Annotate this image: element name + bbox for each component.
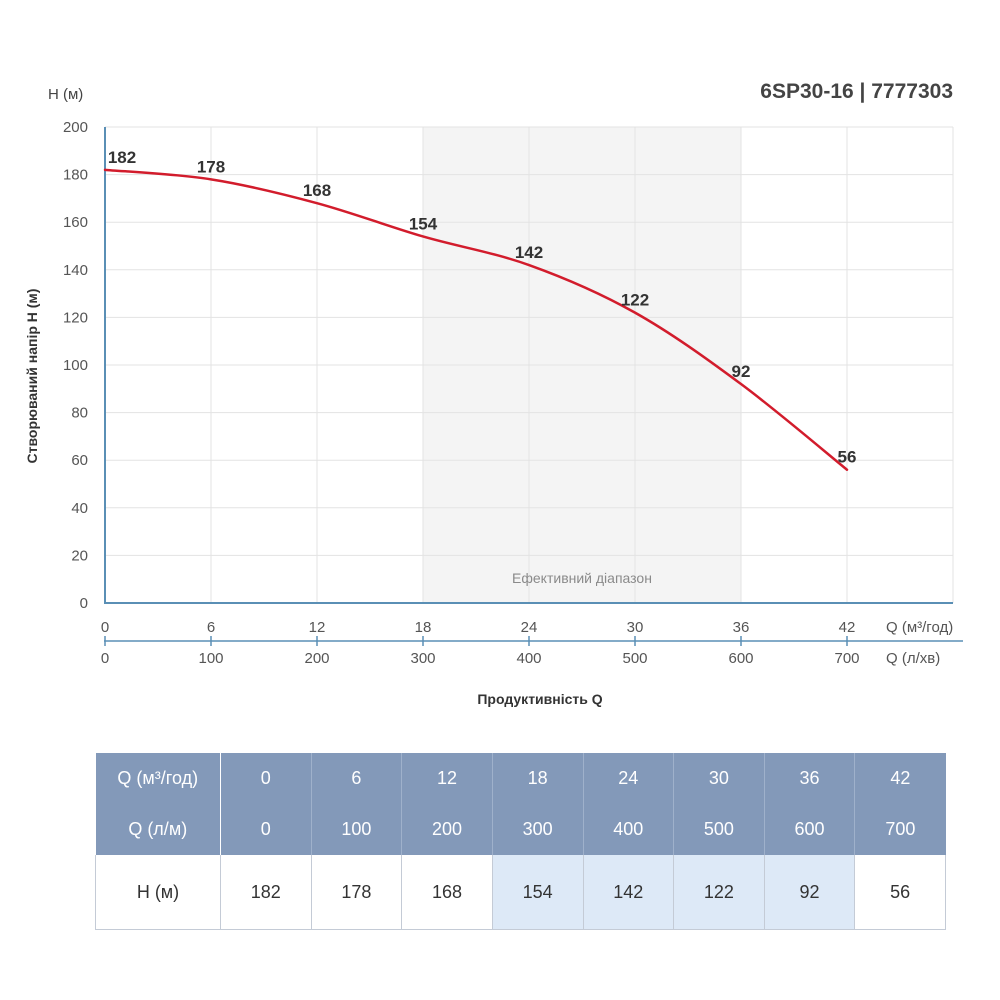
data-label: 92 [732, 362, 751, 381]
x-axis-title: Продуктивність Q [477, 691, 603, 707]
x-tick-label-lmin: 700 [834, 650, 859, 667]
table-cell: 36 [763, 753, 855, 804]
x-tick-label-m3h: 18 [415, 619, 432, 636]
x-unit-label-m3h: Q (м³/год) [886, 619, 953, 636]
table-cell: 300 [491, 804, 583, 855]
table-cell: 400 [582, 804, 674, 855]
data-label: 168 [303, 181, 331, 200]
table-row-q-m3h: Q (м³/год) 0 6 12 18 24 30 36 42 [95, 753, 946, 804]
efficient-range-label: Ефективний діапазон [512, 570, 652, 586]
table-row-label: Q (л/м) [95, 804, 221, 855]
x-tick-label-m3h: 42 [839, 619, 856, 636]
y-tick-label: 100 [63, 357, 88, 374]
x-unit-label-lmin: Q (л/хв) [886, 650, 940, 667]
table-cell: 122 [673, 855, 765, 930]
table-cell: 24 [582, 753, 674, 804]
performance-table: Q (м³/год) 0 6 12 18 24 30 36 42 Q (л/м)… [95, 753, 946, 930]
table-cell: 56 [854, 855, 946, 930]
table-cell: 92 [764, 855, 856, 930]
y-tick-label: 160 [63, 214, 88, 231]
y-tick-label: 140 [63, 262, 88, 279]
table-cell: 700 [854, 804, 946, 855]
x-tick-label-lmin: 200 [304, 650, 329, 667]
table-cell: 18 [491, 753, 583, 804]
data-label: 56 [838, 448, 857, 467]
table-cell: 200 [401, 804, 493, 855]
table-cell: 182 [220, 855, 312, 930]
y-axis-unit-label: H (м) [48, 86, 84, 103]
table-cell: 168 [401, 855, 493, 930]
y-tick-label: 180 [63, 167, 88, 184]
y-tick-label: 20 [71, 547, 88, 564]
x-tick-label-m3h: 30 [627, 619, 644, 636]
x-tick-label-m3h: 6 [207, 619, 215, 636]
x-tick-label-lmin: 100 [198, 650, 223, 667]
pump-curve-line [103, 168, 849, 471]
data-label: 178 [197, 157, 225, 176]
y-tick-label: 200 [63, 119, 88, 136]
x-tick-label-m3h: 0 [101, 619, 109, 636]
y-tick-label: 120 [63, 309, 88, 326]
data-label: 154 [409, 214, 438, 233]
y-tick-label: 80 [71, 405, 88, 422]
table-cell: 30 [673, 753, 765, 804]
table-cell: 42 [854, 753, 946, 804]
y-tick-label: 0 [80, 595, 88, 612]
table-row-label: H (м) [95, 855, 221, 930]
table-cell: 500 [673, 804, 765, 855]
y-tick-label: 40 [71, 500, 88, 517]
chart-title: 6SP30-16 | 7777303 [760, 80, 953, 103]
data-label: 182 [108, 148, 136, 167]
table-cell: 154 [492, 855, 584, 930]
table-cell: 6 [310, 753, 402, 804]
data-label: 142 [515, 243, 543, 262]
table-cell: 0 [220, 753, 312, 804]
table-cell: 142 [583, 855, 675, 930]
x-tick-label-m3h: 12 [309, 619, 326, 636]
table-row-h: H (м) 182 178 168 154 142 122 92 56 [95, 855, 946, 930]
x-tick-label-lmin: 0 [101, 650, 109, 667]
x-tick-label-m3h: 24 [521, 619, 538, 636]
table-cell: 0 [220, 804, 312, 855]
table-row-label: Q (м³/год) [95, 753, 221, 804]
data-label: 122 [621, 291, 649, 310]
table-row-q-lmin: Q (л/м) 0 100 200 300 400 500 600 700 [95, 804, 946, 855]
x-tick-label-lmin: 300 [410, 650, 435, 667]
table-cell: 600 [763, 804, 855, 855]
x-tick-label-lmin: 500 [622, 650, 647, 667]
x-tick-label-lmin: 400 [516, 650, 541, 667]
y-tick-label: 60 [71, 452, 88, 469]
table-cell: 12 [401, 753, 493, 804]
x-tick-label-lmin: 600 [728, 650, 753, 667]
table-cell: 178 [311, 855, 403, 930]
x-tick-label-m3h: 36 [733, 619, 750, 636]
pump-curve-chart: Ефективний діапазон020406080100120140160… [63, 119, 963, 667]
table-cell: 100 [310, 804, 402, 855]
